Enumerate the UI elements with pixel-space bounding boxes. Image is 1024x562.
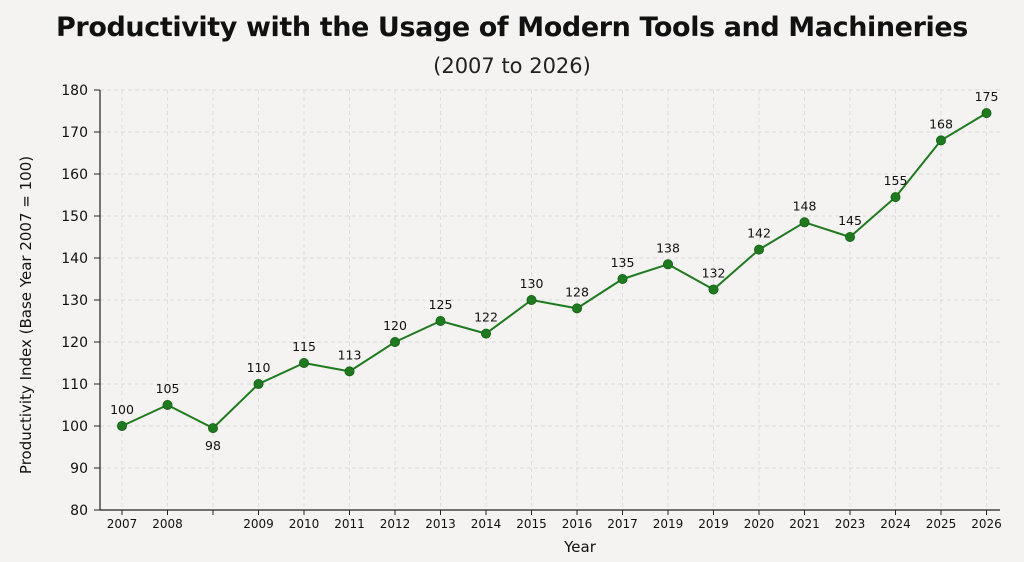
data-point <box>526 294 537 305</box>
data-label: 113 <box>338 347 362 362</box>
x-tick-label: 2023 <box>835 517 866 531</box>
data-point <box>663 259 674 270</box>
data-point <box>754 244 765 255</box>
x-tick-label: 2014 <box>471 517 502 531</box>
axes <box>94 89 1000 515</box>
data-label: 125 <box>429 297 453 312</box>
data-label: 120 <box>383 318 407 333</box>
x-tick-label: 2010 <box>289 517 320 531</box>
y-tick-label: 90 <box>70 461 88 477</box>
y-tick-label: 180 <box>61 83 88 99</box>
data-label: 100 <box>110 402 134 417</box>
data-point <box>708 284 719 295</box>
data-label: 168 <box>929 116 953 131</box>
x-tick-label: 2009 <box>243 517 274 531</box>
x-tick-label: 2012 <box>380 517 411 531</box>
y-tick-label: 80 <box>70 503 88 519</box>
data-label: 135 <box>611 255 635 270</box>
x-tick-label: 2021 <box>789 517 820 531</box>
data-label: 148 <box>793 198 817 213</box>
data-label: 155 <box>884 173 908 188</box>
data-point <box>344 366 355 377</box>
data-point <box>936 135 947 146</box>
data-point <box>253 378 264 389</box>
data-point <box>117 420 128 431</box>
data-label: 145 <box>838 213 862 228</box>
y-tick-label: 140 <box>61 251 88 267</box>
data-point <box>435 315 446 326</box>
grid-lines <box>100 89 1000 510</box>
data-label: 98 <box>205 438 221 453</box>
data-point <box>572 303 583 314</box>
y-tick-labels: 80 90 100 110 120 130 140 150 160 170 180 <box>61 83 88 519</box>
data-label: 175 <box>975 89 999 104</box>
y-tick-label: 170 <box>61 125 88 141</box>
data-point <box>207 423 218 434</box>
data-label: 132 <box>702 266 726 281</box>
x-tick-labels: 2007 2008 2009 2010 2011 2012 2013 2014 2015 2016… <box>107 517 1002 531</box>
data-point <box>298 357 309 368</box>
y-tick-label: 120 <box>61 335 88 351</box>
data-label: 142 <box>747 226 771 241</box>
data-label: 122 <box>474 310 498 325</box>
x-tick-label: 2008 <box>152 517 183 531</box>
x-tick-label: 2007 <box>107 517 138 531</box>
data-point <box>845 231 856 242</box>
x-tick-label: 2016 <box>562 517 593 531</box>
y-tick-label: 150 <box>61 209 88 225</box>
y-tick-label: 100 <box>61 419 88 435</box>
x-tick-label: 2019 <box>653 517 684 531</box>
x-axis-label: Year <box>563 538 597 556</box>
data-point <box>981 108 992 119</box>
x-tick-label: 2015 <box>516 517 547 531</box>
y-tick-label: 160 <box>61 167 88 183</box>
chart-title: Productivity with the Usage of Modern To… <box>56 12 968 43</box>
y-tick-label: 110 <box>61 377 88 393</box>
x-tick-label: 2017 <box>607 517 638 531</box>
data-label: 130 <box>520 276 544 291</box>
data-point <box>890 192 901 203</box>
series-line <box>121 112 988 430</box>
data-label: 138 <box>656 240 680 255</box>
data-labels: 100 105 98 110 115 113 120 125 122 130 128 135 138 13… <box>110 89 998 453</box>
data-label: 128 <box>565 284 589 299</box>
data-point <box>389 336 400 347</box>
x-tick-label: 2013 <box>425 517 456 531</box>
data-point <box>162 399 173 410</box>
y-axis-label: Productivity Index (Base Year 2007 = 100… <box>17 156 35 474</box>
x-tick-label: 2024 <box>880 517 911 531</box>
y-tick-label: 130 <box>61 293 88 309</box>
data-label: 105 <box>156 381 180 396</box>
x-tick-label: 2011 <box>334 517 365 531</box>
data-point <box>799 217 810 228</box>
x-tick-label: 2026 <box>971 517 1002 531</box>
x-tick-label: 2025 <box>926 517 957 531</box>
x-tick-label: 2019 <box>698 517 729 531</box>
data-point <box>480 328 491 339</box>
series-group <box>117 108 992 434</box>
x-tick-label: 2020 <box>744 517 775 531</box>
chart-subtitle: (2007 to 2026) <box>433 54 591 78</box>
data-point <box>617 273 628 284</box>
data-label: 115 <box>292 339 316 354</box>
data-label: 110 <box>247 360 271 375</box>
